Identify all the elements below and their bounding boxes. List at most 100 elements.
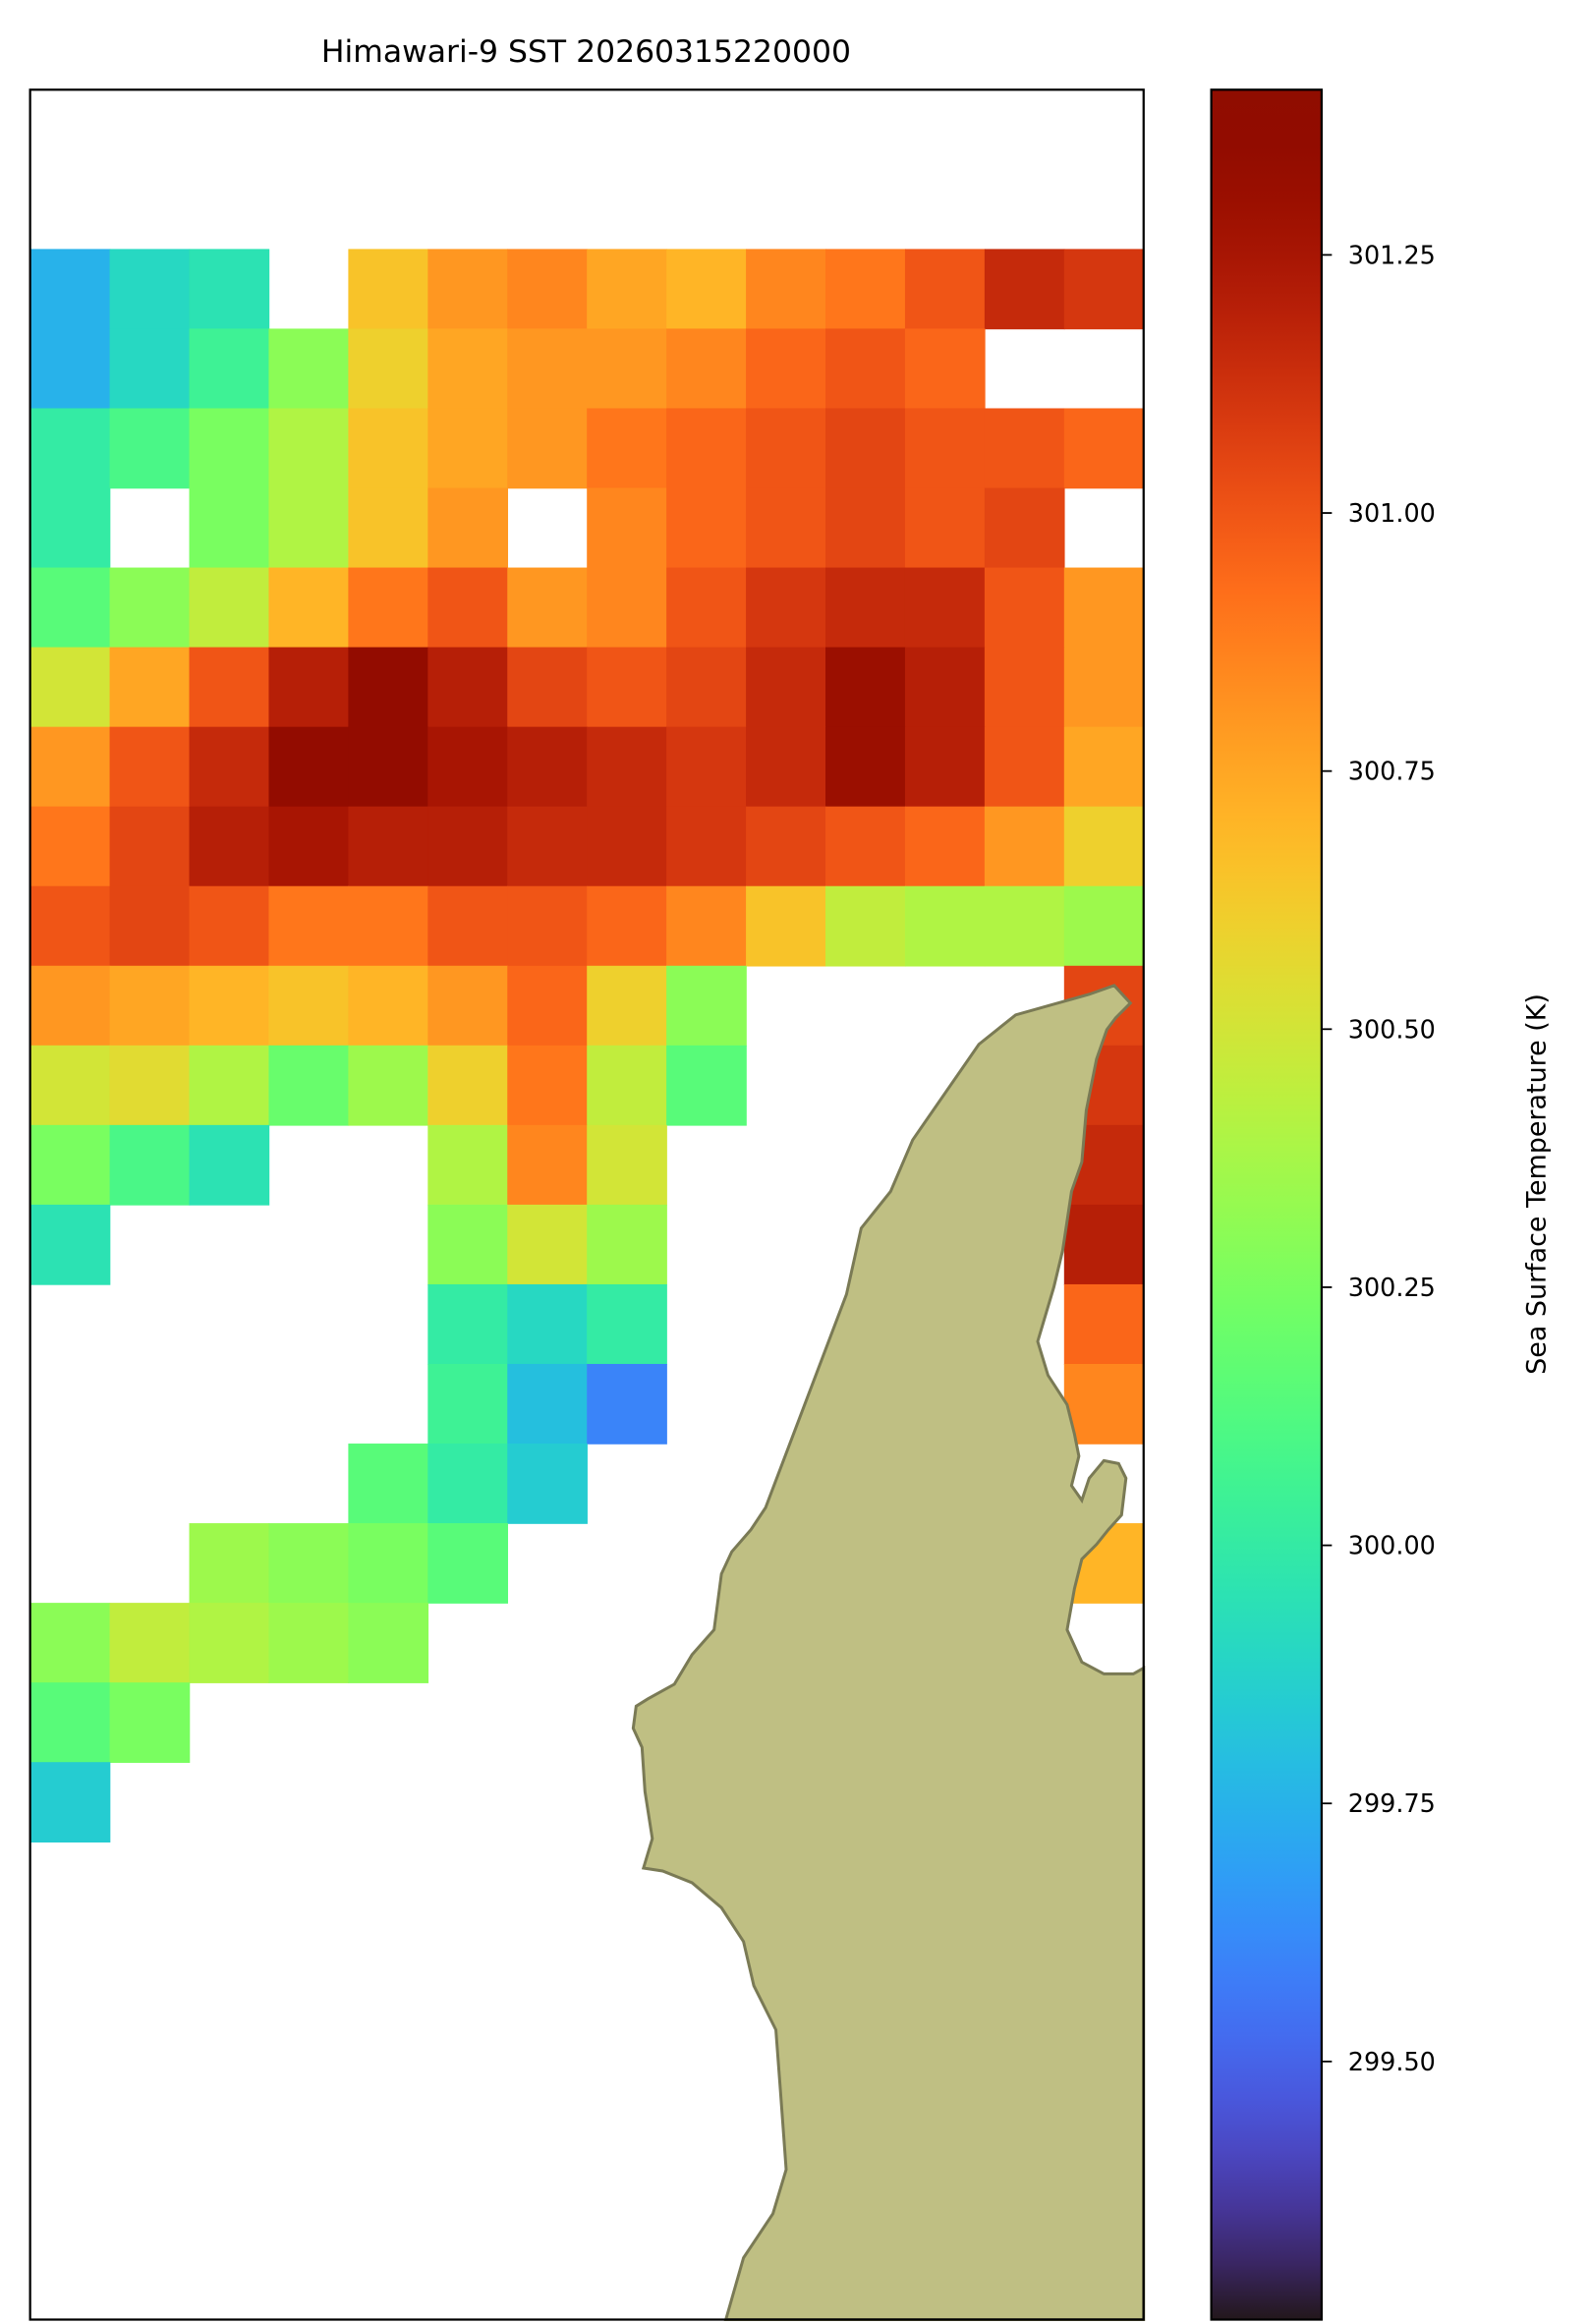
cell	[268, 328, 350, 410]
cell	[348, 487, 429, 569]
cell	[29, 1762, 111, 1843]
cell	[29, 1045, 111, 1126]
cell	[109, 1045, 191, 1126]
cell	[587, 647, 667, 728]
cell	[189, 885, 270, 967]
cell	[348, 328, 429, 410]
cell	[904, 885, 986, 967]
cell	[348, 567, 429, 649]
cell	[427, 328, 509, 410]
cell	[904, 328, 986, 410]
cell	[904, 408, 986, 489]
cell	[189, 806, 270, 887]
cell	[984, 567, 1065, 649]
cell	[189, 1045, 270, 1126]
cell	[587, 885, 667, 967]
cell	[587, 249, 667, 330]
cell	[427, 965, 509, 1047]
cell	[507, 647, 588, 728]
cell	[904, 249, 986, 330]
cell	[348, 965, 429, 1047]
cell	[587, 726, 667, 808]
cell	[268, 567, 350, 649]
cell	[666, 885, 747, 967]
cell	[268, 647, 350, 728]
cell	[29, 487, 111, 569]
cell	[825, 647, 906, 728]
cell	[348, 1603, 429, 1683]
heatmap	[29, 249, 1145, 1843]
cell	[1063, 408, 1145, 489]
cell	[109, 965, 191, 1047]
cell	[427, 1363, 509, 1445]
cell	[666, 249, 747, 330]
cell	[587, 965, 667, 1047]
cell	[29, 408, 111, 489]
land	[631, 984, 1146, 2322]
cell	[348, 408, 429, 489]
colorbar-tick-label: 299.75	[1348, 1788, 1436, 1818]
cell	[427, 1283, 509, 1365]
cell	[268, 885, 350, 967]
cell	[109, 567, 191, 649]
cell	[189, 487, 270, 569]
cell	[1063, 249, 1145, 330]
cell	[507, 1045, 588, 1126]
cell	[904, 647, 986, 728]
cell	[825, 567, 906, 649]
cell	[507, 965, 588, 1047]
cell	[427, 806, 509, 887]
cell	[348, 1523, 429, 1604]
cell	[427, 408, 509, 489]
cell	[587, 1045, 667, 1126]
cell	[825, 408, 906, 489]
cell	[507, 567, 588, 649]
cell	[825, 885, 906, 967]
cell	[507, 249, 588, 330]
cell	[189, 1124, 270, 1206]
cell	[348, 249, 429, 330]
cell	[189, 408, 270, 489]
cell	[507, 1363, 588, 1445]
cell	[29, 1603, 111, 1683]
cell	[984, 487, 1065, 569]
cell	[29, 965, 111, 1047]
cell	[427, 1204, 509, 1285]
colorbar-label: Sea Surface Temperature (K)	[1521, 993, 1552, 1375]
cell	[746, 885, 826, 967]
cell	[427, 1523, 509, 1604]
cell	[825, 249, 906, 330]
cell	[666, 487, 747, 569]
cell	[746, 567, 826, 649]
cell	[189, 249, 270, 330]
cell	[268, 1603, 350, 1683]
colorbar-tick-label: 301.00	[1348, 498, 1436, 528]
cell	[268, 965, 350, 1047]
cell	[348, 1045, 429, 1126]
cell	[29, 647, 111, 728]
cell	[348, 806, 429, 887]
cell	[746, 647, 826, 728]
cell	[507, 1444, 588, 1524]
cell	[427, 567, 509, 649]
cell	[268, 806, 350, 887]
cell	[984, 885, 1065, 967]
colorbar-tick-label: 301.25	[1348, 240, 1436, 269]
cell	[29, 726, 111, 808]
cell	[427, 487, 509, 569]
cell	[507, 328, 588, 410]
cell	[109, 726, 191, 808]
cell	[587, 1204, 667, 1285]
cell	[427, 1045, 509, 1126]
cell	[507, 408, 588, 489]
cell	[1063, 726, 1145, 808]
cell	[587, 408, 667, 489]
cell	[507, 1204, 588, 1285]
cell	[427, 249, 509, 330]
cell	[268, 1045, 350, 1126]
cell	[1063, 647, 1145, 728]
colorbar	[1210, 88, 1323, 2321]
cell	[427, 885, 509, 967]
cell	[189, 1603, 270, 1683]
